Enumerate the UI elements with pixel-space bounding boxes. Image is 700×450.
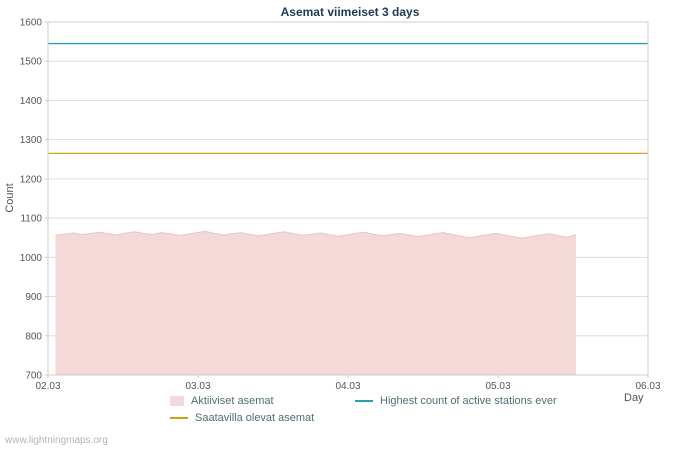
legend-item-active-stations: Aktiiviset asemat xyxy=(170,395,345,407)
svg-text:1500: 1500 xyxy=(20,57,43,68)
watermark-text: www.lightningmaps.org xyxy=(5,435,108,446)
legend-label: Saatavilla olevat asemat xyxy=(195,412,315,424)
area-swatch-icon xyxy=(170,396,184,406)
line-swatch-icon xyxy=(355,400,373,402)
legend-label: Highest count of active stations ever xyxy=(380,395,557,407)
chart-title: Asemat viimeiset 3 days xyxy=(280,5,420,19)
svg-text:1000: 1000 xyxy=(20,253,43,264)
legend-item-highest-count: Highest count of active stations ever xyxy=(355,395,557,407)
svg-text:900: 900 xyxy=(25,292,42,303)
svg-text:02.03: 02.03 xyxy=(35,381,60,392)
legend-item-available-stations: Saatavilla olevat asemat xyxy=(170,412,345,424)
svg-text:700: 700 xyxy=(25,371,42,382)
svg-text:1100: 1100 xyxy=(20,214,42,225)
svg-text:05.03: 05.03 xyxy=(485,381,510,392)
legend-label: Aktiiviset asemat xyxy=(191,395,274,407)
y-axis-label: Count xyxy=(4,183,16,213)
svg-text:1300: 1300 xyxy=(20,135,43,146)
line-swatch-icon xyxy=(170,417,188,419)
svg-text:800: 800 xyxy=(25,331,42,342)
svg-text:03.03: 03.03 xyxy=(185,381,210,392)
svg-text:1200: 1200 xyxy=(20,174,43,185)
svg-text:1400: 1400 xyxy=(20,96,43,107)
x-axis-label: Day xyxy=(624,392,644,404)
svg-text:06.03: 06.03 xyxy=(635,381,660,392)
svg-text:1600: 1600 xyxy=(20,18,43,29)
svg-text:04.03: 04.03 xyxy=(335,381,360,392)
legend: Aktiiviset asemat Highest count of activ… xyxy=(170,395,557,424)
